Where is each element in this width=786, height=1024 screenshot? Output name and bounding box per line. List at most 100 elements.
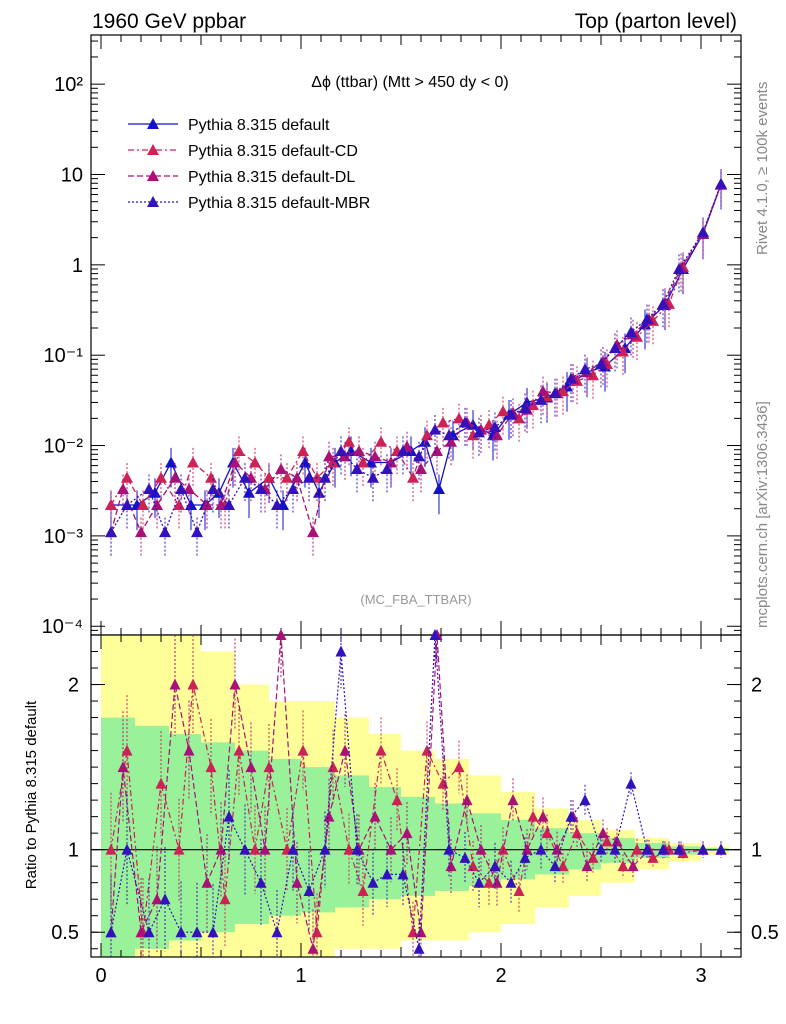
y-tick-label: 10⁻⁴ (42, 616, 83, 638)
green-band (669, 846, 701, 855)
ratio-y-tick-label-right: 2 (751, 675, 762, 697)
green-band (401, 796, 435, 896)
main-plot-panel: 10⁻⁴ 10⁻³ 10⁻² 10⁻¹ 1 10 10² Δϕ (ttbar) (Mtt >… (42, 34, 742, 638)
data-point (445, 435, 457, 447)
data-point (175, 483, 187, 495)
data-point (165, 456, 177, 468)
mcplots-label: mcplots.cern.ch [arXiv:1306.3436] (754, 401, 771, 628)
data-point (149, 486, 161, 498)
ratio-data-point (175, 926, 187, 938)
ratio-data-point (461, 794, 473, 806)
ratio-data-point (369, 810, 381, 822)
data-point (201, 498, 213, 510)
ratio-data-point (335, 645, 347, 657)
data-point (271, 498, 283, 510)
data-point (459, 416, 471, 428)
data-point (367, 471, 379, 483)
data-point (187, 456, 199, 468)
data-point (299, 456, 311, 468)
green-band (235, 750, 269, 924)
ratio-data-point (215, 843, 227, 855)
ratio-data-point (657, 843, 669, 855)
ratio-data-point (319, 843, 331, 855)
ratio-data-point (351, 843, 363, 855)
green-band (135, 725, 169, 949)
data-point (535, 393, 547, 405)
legend-marker (147, 170, 159, 181)
series-3 (105, 169, 727, 558)
data-point (287, 483, 299, 495)
ratio-data-point (245, 761, 257, 773)
ratio-data-point (191, 926, 203, 938)
legend-marker (147, 144, 159, 155)
x-tick-label: 1 (295, 965, 306, 987)
data-point (307, 526, 319, 538)
ratio-data-point (159, 893, 171, 905)
data-point (249, 456, 261, 468)
ratio-data-point (489, 860, 501, 872)
green-band (569, 833, 601, 870)
data-point (281, 471, 293, 483)
ratio-data-point (443, 843, 455, 855)
ratio-data-point (445, 860, 457, 872)
ratio-data-point (233, 744, 245, 756)
main-series-group (105, 169, 727, 558)
ratio-data-point (239, 843, 251, 855)
ratio-data-point (201, 876, 213, 888)
ratio-data-point (375, 744, 387, 756)
ratio-data-point (697, 843, 709, 855)
ratio-plot-frame (90, 634, 742, 958)
ratio-data-point (381, 868, 393, 880)
legend-label: Pythia 8.315 default-MBR (188, 195, 370, 212)
data-point (121, 498, 133, 510)
ratio-data-point (647, 851, 659, 863)
data-point (121, 471, 133, 483)
data-point (223, 498, 235, 510)
data-point (335, 445, 347, 457)
ratio-data-point (641, 843, 653, 855)
ratio-data-point (311, 926, 323, 938)
data-point (617, 345, 629, 357)
data-point (303, 471, 315, 483)
legend-marker (147, 118, 159, 129)
ratio-data-point (143, 926, 155, 938)
data-point (505, 408, 517, 420)
data-point (239, 471, 251, 483)
ratio-data-point (219, 893, 231, 905)
ratio-series-group (105, 629, 727, 957)
data-point (135, 526, 147, 538)
data-point (151, 498, 163, 510)
ratio-data-point (527, 810, 539, 822)
data-point (351, 463, 363, 475)
watermark-label: (MC_FBA_TTBAR) (360, 592, 471, 607)
ratio-data-point (601, 835, 613, 847)
data-point (323, 450, 335, 462)
data-point (169, 471, 181, 483)
ratio-data-point (173, 843, 185, 855)
data-point (313, 486, 325, 498)
data-point (117, 483, 129, 495)
ratio-data-point (473, 876, 485, 888)
data-point (191, 526, 203, 538)
data-point (155, 471, 167, 483)
data-point (215, 498, 227, 510)
data-point (381, 463, 393, 475)
ratio-axis-ticks: 0.5 0.5 1 1 2 2 0 1 2 3 (51, 635, 779, 987)
ratio-series-line (110, 634, 721, 949)
ratio-data-point (535, 843, 547, 855)
ratio-data-point (339, 744, 351, 756)
ratio-data-point (287, 843, 299, 855)
ratio-data-point (483, 876, 495, 888)
data-point (375, 435, 387, 447)
ratio-data-point (183, 744, 195, 756)
y-tick-label: 10⁻³ (44, 526, 84, 548)
ratio-data-point (307, 942, 319, 954)
ratio-ylabel: Ratio to Pythia 8.315 default (23, 700, 40, 889)
series-0 (105, 169, 727, 531)
x-tick-label: 3 (695, 965, 706, 987)
data-point (353, 445, 365, 457)
data-point (407, 471, 419, 483)
ratio-data-point (397, 868, 409, 880)
legend-marker (147, 196, 159, 207)
header-left-title: 1960 GeV ppbar (92, 10, 246, 33)
